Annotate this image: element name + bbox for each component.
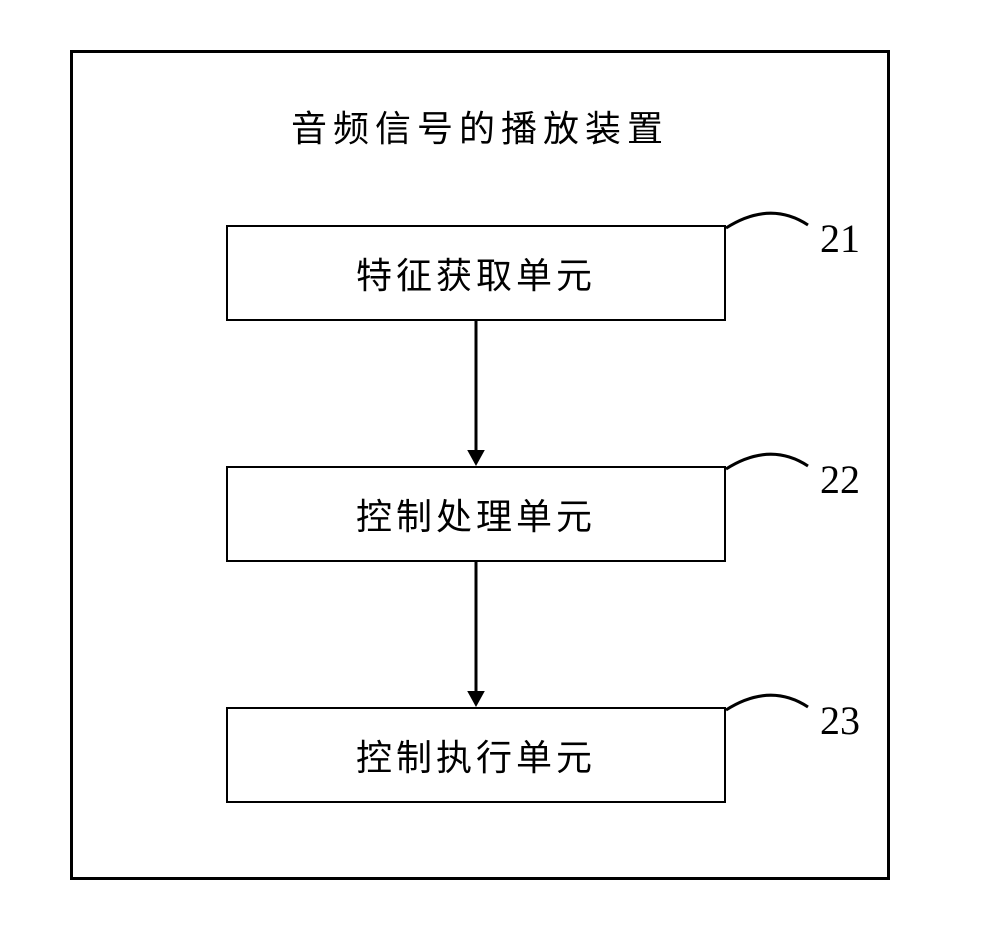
leader-curve-23 <box>0 0 1000 930</box>
